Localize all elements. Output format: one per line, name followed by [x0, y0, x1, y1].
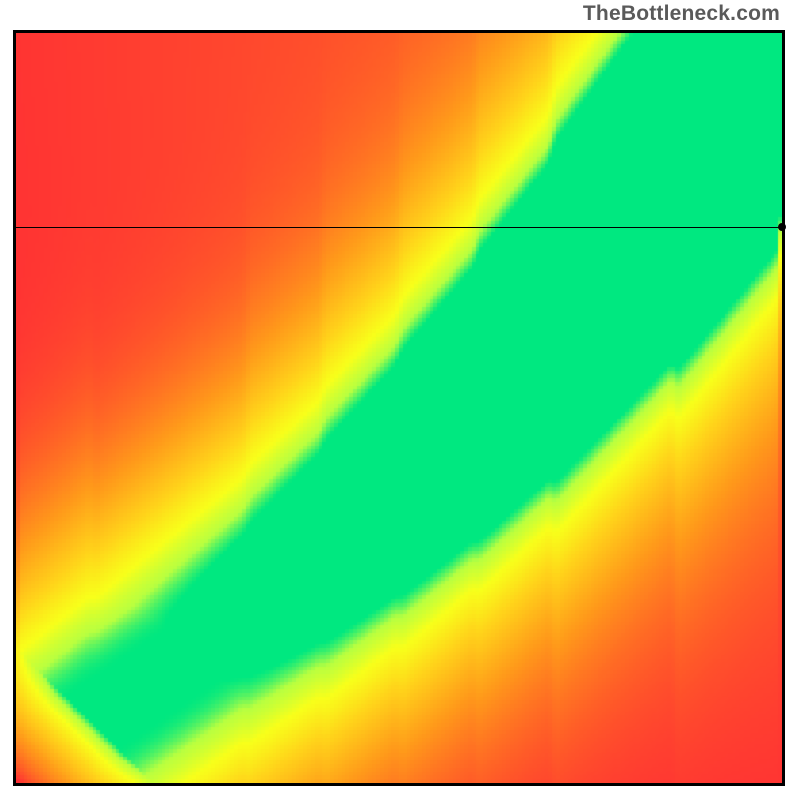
bottleneck-heatmap [16, 33, 782, 783]
watermark-text: TheBottleneck.com [583, 2, 780, 26]
horizontal-reference-line [13, 227, 785, 228]
reference-marker-right [778, 223, 786, 231]
chart-frame [13, 30, 785, 786]
